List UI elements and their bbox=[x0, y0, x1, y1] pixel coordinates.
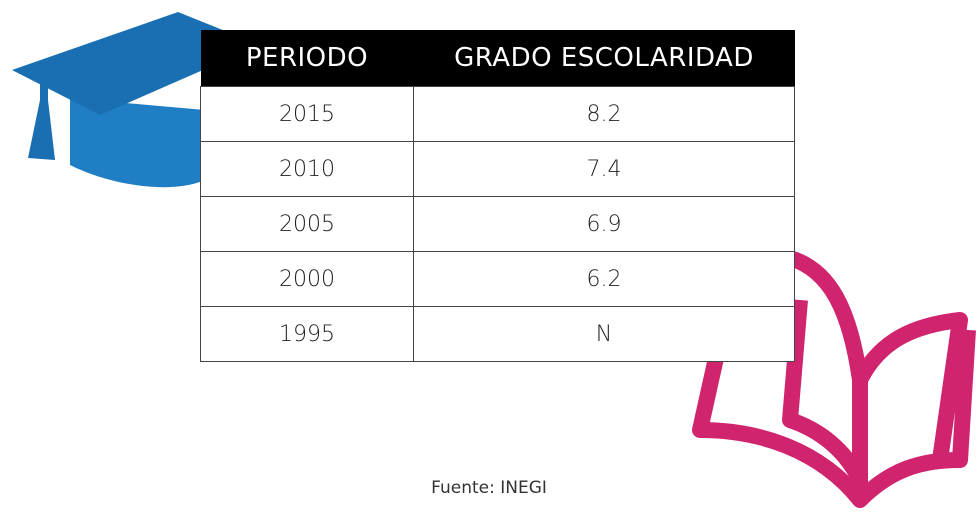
table-body: 2015 8.2 2010 7.4 2005 6.9 2000 6.2 1995 N bbox=[200, 86, 795, 362]
table-row: 2000 6.2 bbox=[200, 251, 795, 307]
table-cell: 2010 bbox=[200, 141, 414, 197]
table-row: 2010 7.4 bbox=[200, 141, 795, 197]
table-row: 2005 6.9 bbox=[200, 196, 795, 252]
table-row: 1995 N bbox=[200, 306, 795, 362]
header-cell: GRADO ESCOLARIDAD bbox=[413, 30, 795, 87]
table-cell: 7.4 bbox=[413, 141, 795, 197]
book bbox=[692, 250, 976, 508]
table-cell: 2000 bbox=[200, 251, 414, 307]
table-cell: 2015 bbox=[200, 86, 414, 142]
table-row: 2015 8.2 bbox=[200, 86, 795, 142]
table-cell: 6.9 bbox=[413, 196, 795, 252]
source-note: Fuente: INEGI bbox=[431, 478, 547, 498]
table-cell: 8.2 bbox=[413, 86, 795, 142]
table-cell: N bbox=[413, 306, 795, 362]
header-cell: PERIODO bbox=[200, 30, 414, 87]
table-cell: 2005 bbox=[200, 196, 414, 252]
table-cell: 1995 bbox=[200, 306, 414, 362]
table-cell: 6.2 bbox=[413, 251, 795, 307]
data-table: PERIODO GRADO ESCOLARIDAD 2015 8.2 2010 7.4 2… bbox=[200, 30, 795, 362]
graduation-cap bbox=[12, 12, 260, 188]
header-row: PERIODO GRADO ESCOLARIDAD bbox=[200, 30, 795, 87]
